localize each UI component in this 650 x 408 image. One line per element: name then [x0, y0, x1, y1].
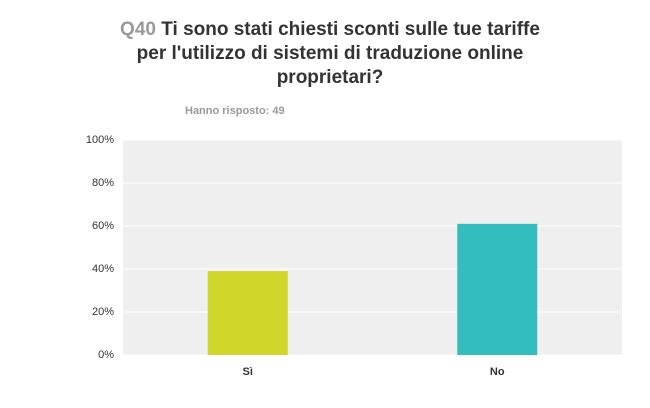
y-tick-label: 40% — [92, 263, 114, 275]
chart-subtitle: Hanno risposto: 49 — [185, 105, 285, 117]
y-tick-label: 0% — [98, 349, 114, 361]
bar — [457, 223, 538, 355]
plot-background — [123, 140, 622, 355]
x-tick-label: No — [490, 366, 505, 378]
chart-title: Ti sono stati chiesti sconti sulle tue t… — [136, 19, 540, 88]
y-tick-label: 20% — [92, 306, 114, 318]
bar — [207, 271, 288, 355]
question-number: Q40 — [120, 19, 156, 40]
y-tick-label: 80% — [92, 177, 114, 189]
y-tick-label: 100% — [86, 134, 114, 146]
chart-title-block: Q40 Ti sono stati chiesti sconti sulle t… — [115, 18, 545, 90]
y-tick-label: 60% — [92, 220, 114, 232]
x-tick-label: Sì — [243, 366, 253, 378]
